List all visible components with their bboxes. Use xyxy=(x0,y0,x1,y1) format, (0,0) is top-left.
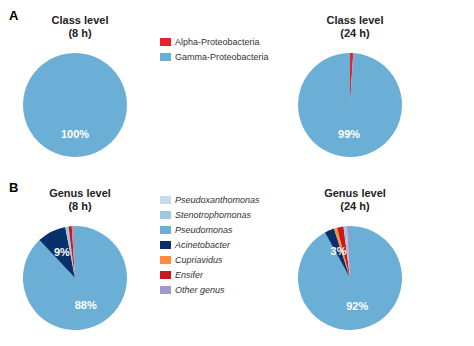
svg-text:Class level: Class level xyxy=(52,14,109,26)
svg-text:A: A xyxy=(9,8,19,23)
svg-text:Genus level: Genus level xyxy=(324,187,386,199)
svg-text:(8 h): (8 h) xyxy=(68,200,92,212)
svg-text:Class level: Class level xyxy=(327,14,384,26)
svg-text:Ensifer: Ensifer xyxy=(175,270,204,280)
svg-text:Pseudoxanthomonas: Pseudoxanthomonas xyxy=(175,195,260,205)
svg-text:B: B xyxy=(9,180,18,195)
svg-text:99%: 99% xyxy=(338,128,360,140)
svg-text:(24 h): (24 h) xyxy=(340,27,370,39)
svg-text:100%: 100% xyxy=(61,128,89,140)
svg-text:(8 h): (8 h) xyxy=(68,27,92,39)
svg-text:88%: 88% xyxy=(75,299,97,311)
svg-text:Acinetobacter: Acinetobacter xyxy=(174,240,231,250)
svg-text:3%: 3% xyxy=(331,245,347,257)
svg-text:Other genus: Other genus xyxy=(175,285,225,295)
svg-text:Gamma-Proteobacteria: Gamma-Proteobacteria xyxy=(175,52,269,62)
svg-text:9%: 9% xyxy=(54,246,70,258)
svg-text:Genus level: Genus level xyxy=(49,187,111,199)
svg-text:Pseudomonas: Pseudomonas xyxy=(175,225,233,235)
svg-text:Stenotrophomonas: Stenotrophomonas xyxy=(175,210,252,220)
svg-text:(24 h): (24 h) xyxy=(340,200,370,212)
svg-text:Alpha-Proteobacteria: Alpha-Proteobacteria xyxy=(175,37,260,47)
svg-text:Cupriavidus: Cupriavidus xyxy=(175,255,223,265)
svg-text:92%: 92% xyxy=(346,300,368,312)
